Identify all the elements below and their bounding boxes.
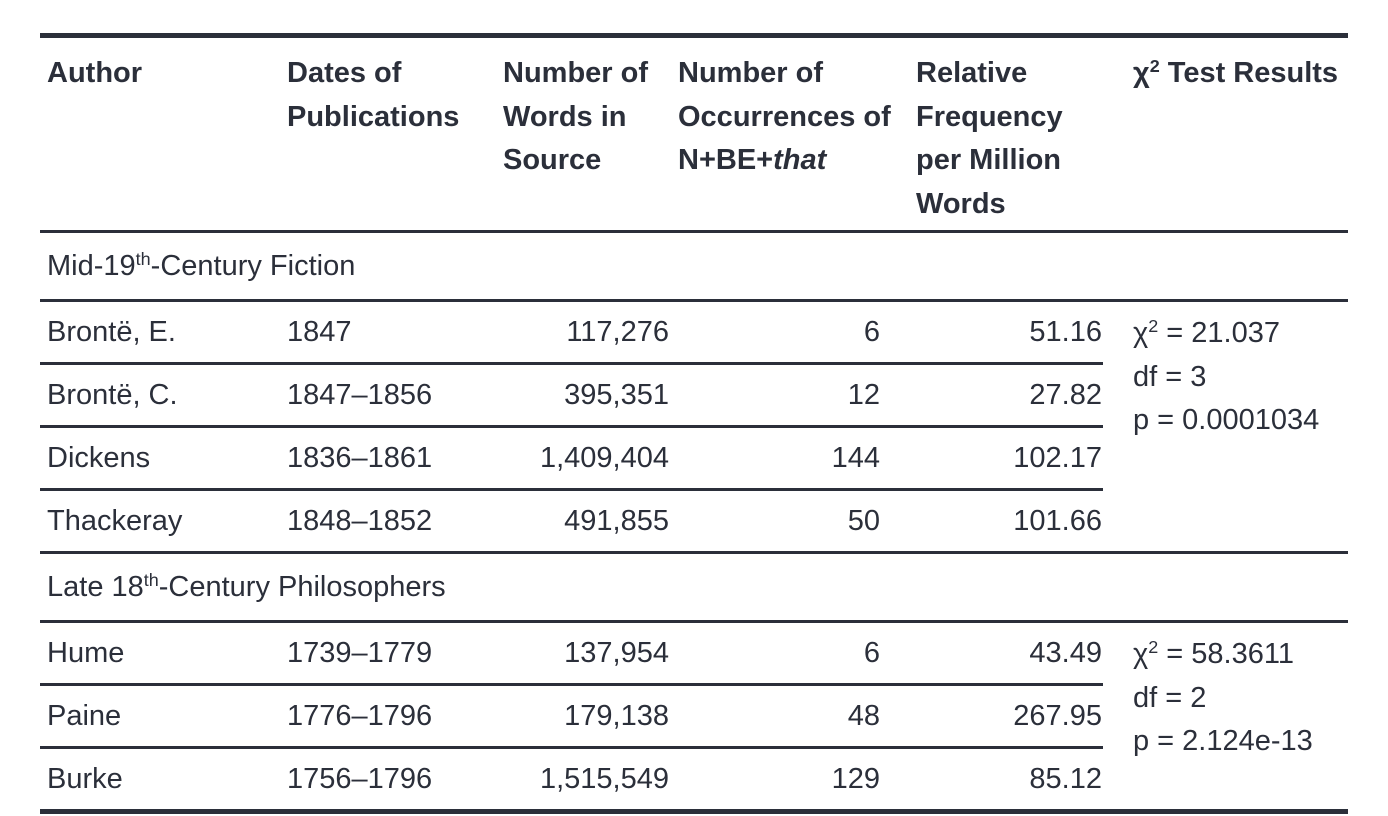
author-cell: Hume bbox=[40, 621, 280, 686]
section-title-superscript: th bbox=[143, 570, 159, 590]
author-cell: Dickens bbox=[40, 426, 280, 491]
table-row-hume: Hume 1739–1779 137,954 6 43.49 χ2 = 58.3… bbox=[40, 621, 1348, 757]
rel-freq-cell: 27.82 bbox=[909, 363, 1103, 428]
chi-value-line: χ2 = 21.037 bbox=[1133, 312, 1348, 356]
dates-cell: 1847–1856 bbox=[280, 363, 496, 428]
occurrences-cell: 144 bbox=[671, 426, 909, 491]
words-cell: 137,954 bbox=[496, 621, 671, 686]
section-title-text: -Century Fiction bbox=[150, 249, 356, 282]
occurrences-cell: 12 bbox=[671, 363, 909, 428]
chi-symbol: χ bbox=[1133, 638, 1149, 670]
chi-symbol: χ bbox=[1133, 57, 1150, 89]
rel-freq-cell: 85.12 bbox=[1029, 762, 1102, 795]
chi-header-rest: Test Results bbox=[1159, 57, 1339, 89]
col-header-rel-freq: Relative Frequency per Million Words bbox=[909, 35, 1103, 233]
section-header-philosophers: Late 18th-Century Philosophers bbox=[40, 551, 1348, 623]
section-title-text: -Century Philosophers bbox=[158, 570, 446, 603]
col-header-chi-test: χ2 Test Results bbox=[1103, 35, 1348, 233]
table-row-thackeray: Thackeray 1848–1852 491,855 50 101.66 bbox=[40, 490, 1348, 553]
rel-freq-cell: 43.49 bbox=[909, 621, 1103, 686]
paper-table-container: Author Dates of Publications Number of W… bbox=[40, 33, 1348, 814]
author-cell: Burke bbox=[47, 762, 123, 795]
section-title: Mid-19th-Century Fiction bbox=[40, 230, 1348, 302]
col-header-author: Author bbox=[40, 35, 280, 233]
words-cell: 1,515,549 bbox=[539, 762, 669, 795]
col-header-occurrences: Number of Occurrences of N+BE+that bbox=[671, 35, 909, 233]
p-value-line: p = 2.124e-13 bbox=[1133, 725, 1313, 757]
frequency-statistics-table: Author Dates of Publications Number of W… bbox=[40, 33, 1348, 814]
author-cell: Paine bbox=[40, 684, 280, 749]
words-cell: 395,351 bbox=[496, 363, 671, 428]
chi-test-block: χ2 = 21.037 df = 3 p = 0.0001034 bbox=[1133, 312, 1348, 443]
dates-cell: 1836–1861 bbox=[280, 426, 496, 491]
df-line: df = 2 bbox=[1133, 681, 1207, 714]
dates-cell: 1739–1779 bbox=[280, 621, 496, 686]
occurrences-header-text: Number of Occurrences of N+BE+ bbox=[678, 57, 891, 176]
rel-freq-cell: 267.95 bbox=[909, 684, 1103, 749]
section-title-text: Mid-19 bbox=[47, 249, 136, 282]
section-title-text: Late 18 bbox=[47, 570, 144, 603]
chi-test-results-philosophers: χ2 = 58.3611 df = 2 p = 2.124e-13 bbox=[1103, 622, 1348, 812]
occurrences-header-italic: that bbox=[773, 144, 827, 176]
table-header: Author Dates of Publications Number of W… bbox=[40, 35, 1348, 233]
table-row-bronte-e: Brontë, E. 1847 117,276 6 51.16 χ2 = 21.… bbox=[40, 300, 1348, 436]
dates-cell: 1848–1852 bbox=[287, 504, 433, 537]
rel-freq-cell: 51.16 bbox=[909, 300, 1103, 365]
df-line: df = 3 bbox=[1133, 360, 1207, 393]
section-title-superscript: th bbox=[135, 249, 151, 269]
col-header-dates: Dates of Publications bbox=[280, 35, 496, 233]
chi-superscript: 2 bbox=[1148, 637, 1159, 658]
rel-freq-cell: 102.17 bbox=[909, 426, 1103, 491]
section-header-fiction: Mid-19th-Century Fiction bbox=[40, 230, 1348, 302]
rel-freq-cell: 101.66 bbox=[1013, 504, 1102, 537]
header-row: Author Dates of Publications Number of W… bbox=[40, 35, 1348, 233]
section-title: Late 18th-Century Philosophers bbox=[40, 551, 1348, 623]
table-row-dickens: Dickens 1836–1861 1,409,404 144 102.17 bbox=[40, 426, 1348, 491]
chi-superscript: 2 bbox=[1148, 316, 1159, 337]
occurrences-cell: 6 bbox=[671, 621, 909, 686]
occurrences-cell: 129 bbox=[831, 762, 880, 795]
chi-value: = 58.3611 bbox=[1158, 638, 1294, 670]
dates-cell: 1776–1796 bbox=[280, 684, 496, 749]
words-cell: 491,855 bbox=[564, 504, 669, 537]
chi-test-results-fiction: χ2 = 21.037 df = 3 p = 0.0001034 bbox=[1103, 301, 1348, 553]
table-row-paine: Paine 1776–1796 179,138 48 267.95 bbox=[40, 684, 1348, 749]
author-cell: Thackeray bbox=[47, 504, 183, 537]
col-header-words: Number of Words in Source bbox=[496, 35, 671, 233]
dates-cell: 1847 bbox=[280, 300, 496, 365]
words-cell: 1,409,404 bbox=[496, 426, 671, 491]
words-cell: 179,138 bbox=[496, 684, 671, 749]
table-row-bronte-c: Brontë, C. 1847–1856 395,351 12 27.82 bbox=[40, 363, 1348, 428]
chi-value: = 21.037 bbox=[1158, 317, 1280, 349]
words-cell: 117,276 bbox=[496, 300, 671, 365]
dates-cell: 1756–1796 bbox=[287, 762, 433, 795]
chi-test-block: χ2 = 58.3611 df = 2 p = 2.124e-13 bbox=[1133, 633, 1348, 764]
author-cell: Brontë, E. bbox=[40, 300, 280, 365]
author-cell: Brontë, C. bbox=[40, 363, 280, 428]
occurrences-cell: 48 bbox=[671, 684, 909, 749]
chi-symbol: χ bbox=[1133, 317, 1149, 349]
occurrences-cell: 50 bbox=[847, 504, 880, 537]
occurrences-cell: 6 bbox=[671, 300, 909, 365]
chi-superscript: 2 bbox=[1149, 56, 1160, 77]
p-value-line: p = 0.0001034 bbox=[1133, 404, 1320, 436]
table-row-burke: Burke 1756–1796 1,515,549 129 85.12 bbox=[40, 748, 1348, 812]
chi-value-line: χ2 = 58.3611 bbox=[1133, 633, 1348, 677]
